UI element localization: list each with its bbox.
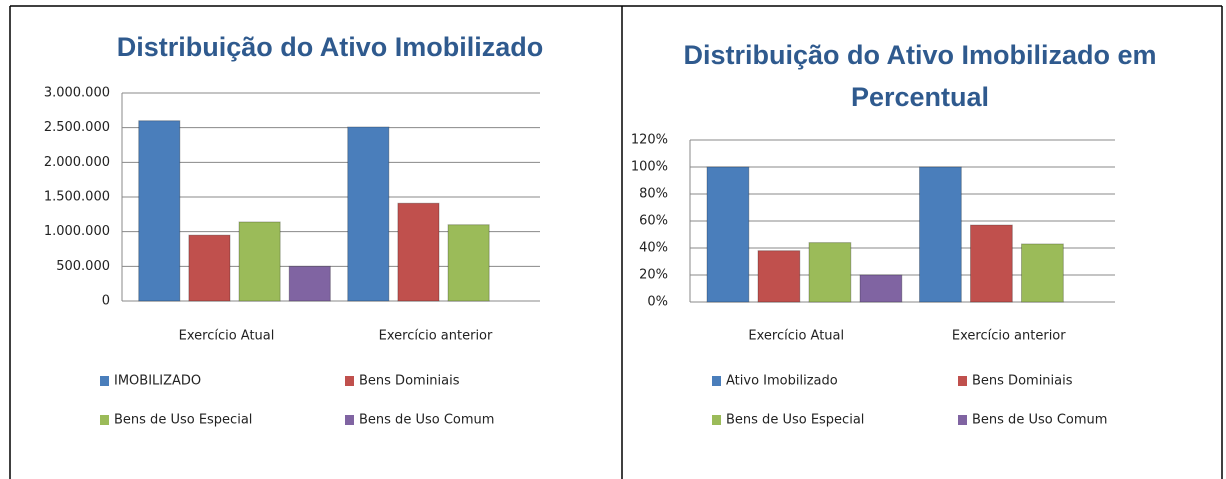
legend-swatch bbox=[345, 415, 354, 425]
y-tick-label: 60% bbox=[639, 214, 668, 229]
legend-label: Bens Dominiais bbox=[359, 374, 460, 389]
y-tick-label: 80% bbox=[639, 187, 668, 202]
y-tick-label: 3.000.000 bbox=[44, 86, 110, 101]
y-tick-label: 1.000.000 bbox=[44, 224, 110, 239]
y-tick-label: 100% bbox=[631, 160, 668, 175]
legend-label: Ativo Imobilizado bbox=[726, 374, 838, 389]
bar bbox=[138, 120, 181, 302]
x-tick-label: Exercício anterior bbox=[952, 329, 1066, 344]
legend-label: Bens de Uso Especial bbox=[726, 413, 864, 428]
legend-swatch bbox=[100, 415, 109, 425]
legend-label: Bens de Uso Comum bbox=[359, 413, 494, 428]
y-tick-label: 2.000.000 bbox=[44, 155, 110, 170]
y-tick-label: 500.000 bbox=[56, 259, 110, 274]
legend-swatch bbox=[345, 376, 354, 386]
bar bbox=[757, 250, 801, 303]
bar bbox=[238, 221, 281, 302]
bar bbox=[919, 166, 962, 303]
legend-swatch bbox=[100, 376, 109, 386]
bar bbox=[1021, 243, 1064, 303]
bar bbox=[288, 265, 331, 302]
y-tick-label: 20% bbox=[639, 268, 668, 283]
legend-swatch bbox=[712, 415, 721, 425]
x-tick-label: Exercício anterior bbox=[379, 329, 493, 344]
x-tick-label: Exercício Atual bbox=[179, 329, 275, 344]
legend-label: Bens de Uso Especial bbox=[114, 413, 252, 428]
y-tick-label: 2.500.000 bbox=[44, 120, 110, 135]
bar bbox=[347, 126, 390, 302]
bar bbox=[447, 224, 490, 302]
legend-swatch bbox=[958, 415, 967, 425]
chart-title: Distribuição do Ativo Imobilizado em Per… bbox=[683, 40, 1157, 112]
bar bbox=[859, 274, 903, 303]
legend-label: IMOBILIZADO bbox=[114, 374, 201, 389]
x-tick-label: Exercício Atual bbox=[748, 329, 844, 344]
bar bbox=[970, 224, 1013, 303]
y-tick-label: 1.500.000 bbox=[44, 190, 110, 205]
legend-label: Bens Dominiais bbox=[972, 374, 1073, 389]
y-tick-label: 0 bbox=[102, 294, 110, 309]
bar bbox=[188, 234, 231, 302]
legend-swatch bbox=[958, 376, 967, 386]
bar bbox=[706, 166, 750, 303]
y-tick-label: 120% bbox=[631, 133, 668, 148]
bar bbox=[808, 242, 852, 303]
y-tick-label: 0% bbox=[647, 295, 668, 310]
legend-swatch bbox=[712, 376, 721, 386]
legend-label: Bens de Uso Comum bbox=[972, 413, 1107, 428]
y-tick-label: 40% bbox=[639, 241, 668, 256]
bar bbox=[397, 202, 440, 302]
chart-title: Distribuição do Ativo Imobilizado bbox=[116, 32, 544, 62]
